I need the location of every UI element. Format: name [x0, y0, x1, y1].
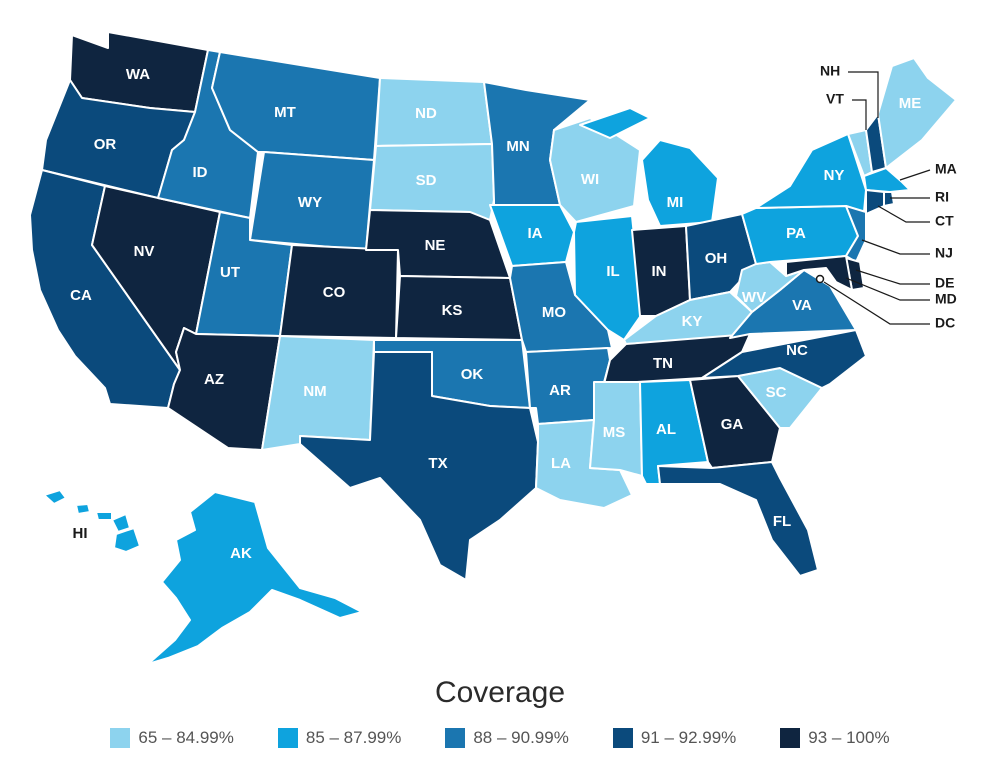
label-HI: HI [73, 525, 88, 542]
label-SD: SD [416, 172, 437, 189]
label-WA: WA [126, 66, 150, 83]
label-MS: MS [603, 424, 626, 441]
label-FL: FL [773, 513, 791, 530]
label-OK: OK [461, 366, 484, 383]
label-MN: MN [506, 138, 529, 155]
legend-label: 93 – 100% [808, 728, 890, 747]
label-NV: NV [134, 243, 155, 260]
label-ID: ID [193, 164, 208, 181]
label-RI: RI [935, 189, 949, 205]
label-CT: CT [935, 213, 954, 229]
label-IN: IN [652, 263, 667, 280]
label-SC: SC [766, 384, 787, 401]
legend-swatch [110, 728, 131, 748]
state-AZ[interactable] [167, 327, 281, 451]
label-LA: LA [551, 455, 571, 472]
label-NH: NH [820, 63, 840, 79]
state-TX[interactable] [299, 351, 539, 581]
legend-item: 91 – 92.99% [612, 728, 737, 748]
label-DE: DE [935, 275, 954, 291]
label-GA: GA [721, 416, 744, 433]
state-FL[interactable] [657, 461, 819, 577]
state-MO[interactable] [509, 261, 613, 353]
state-RI[interactable] [883, 191, 895, 207]
legend-item: 93 – 100% [780, 728, 890, 748]
legend-swatch [612, 728, 633, 748]
legend-label: 91 – 92.99% [640, 728, 737, 747]
label-IL: IL [606, 263, 619, 280]
label-DC: DC [935, 315, 955, 331]
label-IA: IA [528, 225, 543, 242]
label-AL: AL [656, 421, 676, 438]
legend-label: 88 – 90.99% [473, 728, 569, 747]
state-MD[interactable] [785, 255, 853, 291]
label-CO: CO [323, 284, 346, 301]
label-AR: AR [549, 382, 571, 399]
legend-swatch [277, 728, 298, 748]
label-VA: VA [792, 297, 812, 314]
label-WY: WY [298, 194, 322, 211]
label-VT: VT [826, 91, 844, 107]
label-AZ: AZ [204, 371, 224, 388]
label-AK: AK [230, 545, 252, 562]
label-PA: PA [786, 225, 806, 242]
label-OH: OH [705, 250, 728, 267]
label-ND: ND [415, 105, 437, 122]
label-NC: NC [786, 342, 808, 359]
label-NM: NM [303, 383, 326, 400]
state-ME[interactable] [877, 57, 957, 169]
label-KY: KY [682, 313, 703, 330]
label-CA: CA [70, 287, 92, 304]
label-TN: TN [653, 355, 673, 372]
legend-label: 85 – 87.99% [305, 728, 402, 747]
state-CT[interactable] [865, 189, 885, 215]
label-NE: NE [425, 237, 446, 254]
state-AK[interactable] [147, 491, 363, 665]
legend: 65 – 84.99% 85 – 87.99% 88 – 90.99% 91 –… [0, 728, 1000, 748]
label-OR: OR [94, 136, 117, 153]
label-MI: MI [667, 194, 684, 211]
legend-item: 65 – 84.99% [110, 728, 234, 748]
label-UT: UT [220, 264, 240, 281]
state-IA[interactable] [489, 204, 575, 267]
legend-title: Coverage [434, 676, 566, 709]
legend-item: 88 – 90.99% [445, 728, 569, 748]
legend-swatch [445, 728, 466, 748]
label-ME: ME [899, 95, 922, 112]
state-NY[interactable] [755, 133, 867, 213]
label-MA: MA [935, 161, 957, 177]
state-MI[interactable] [579, 107, 719, 227]
label-WV: WV [742, 289, 766, 306]
label-WI: WI [581, 171, 599, 188]
label-KS: KS [442, 302, 463, 319]
label-NJ: NJ [935, 245, 953, 261]
label-MD: MD [935, 291, 957, 307]
us-coverage-map: WA OR CA NV ID MT WY UT AZ CO NM ND SD N… [29, 31, 957, 665]
label-MT: MT [274, 104, 296, 121]
state-NC[interactable] [701, 329, 867, 389]
legend-label: 65 – 84.99% [138, 728, 234, 747]
label-MO: MO [542, 304, 566, 321]
legend-swatch [780, 728, 801, 748]
state-HI[interactable] [43, 489, 141, 553]
label-TX: TX [428, 455, 447, 472]
label-NY: NY [824, 167, 845, 184]
legend-item: 85 – 87.99% [277, 728, 402, 748]
